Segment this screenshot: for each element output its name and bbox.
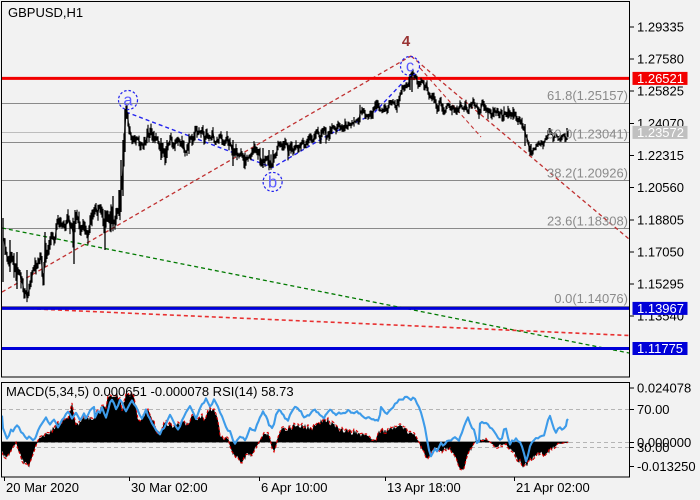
svg-text:38.2(1.20926): 38.2(1.20926): [547, 165, 628, 180]
svg-text:GBPUSD,H1: GBPUSD,H1: [8, 5, 83, 20]
svg-text:MACD(5,34,5) 0.000651 -0.00007: MACD(5,34,5) 0.000651 -0.000078 RSI(14) …: [6, 384, 294, 399]
svg-text:50.0(1.23041): 50.0(1.23041): [547, 127, 628, 142]
svg-text:0.000000: 0.000000: [637, 435, 691, 450]
svg-text:23.6(1.18308): 23.6(1.18308): [547, 213, 628, 228]
svg-text:1.25825: 1.25825: [637, 84, 684, 99]
svg-text:6 Apr 10:00: 6 Apr 10:00: [261, 480, 328, 495]
svg-text:1.17050: 1.17050: [637, 244, 684, 259]
svg-text:1.11775: 1.11775: [637, 341, 683, 356]
svg-text:21 Apr 02:00: 21 Apr 02:00: [516, 480, 590, 495]
svg-text:1.20560: 1.20560: [637, 180, 684, 195]
svg-text:c: c: [406, 58, 414, 76]
svg-text:1.23572: 1.23572: [637, 125, 684, 140]
svg-text:a: a: [123, 92, 133, 110]
svg-text:1.27580: 1.27580: [637, 52, 684, 67]
svg-text:-0.013250: -0.013250: [637, 459, 696, 474]
svg-text:1.13967: 1.13967: [637, 301, 684, 316]
svg-text:0.024078: 0.024078: [637, 381, 691, 396]
svg-text:1.15295: 1.15295: [637, 277, 684, 292]
svg-text:b: b: [268, 173, 277, 191]
svg-text:1.29335: 1.29335: [637, 19, 684, 34]
svg-text:70.00: 70.00: [637, 402, 670, 417]
svg-text:20 Mar 2020: 20 Mar 2020: [6, 480, 79, 495]
svg-text:61.8(1.25157): 61.8(1.25157): [547, 88, 628, 103]
svg-text:4: 4: [402, 33, 411, 50]
svg-text:1.26521: 1.26521: [637, 71, 684, 86]
svg-text:13 Apr 18:00: 13 Apr 18:00: [387, 480, 461, 495]
svg-text:0.0(1.14076): 0.0(1.14076): [554, 291, 628, 306]
svg-text:1.18805: 1.18805: [637, 212, 684, 227]
svg-text:30 Mar 02:00: 30 Mar 02:00: [131, 480, 208, 495]
svg-text:1.22315: 1.22315: [637, 148, 684, 163]
svg-text:30.00: 30.00: [637, 440, 670, 455]
